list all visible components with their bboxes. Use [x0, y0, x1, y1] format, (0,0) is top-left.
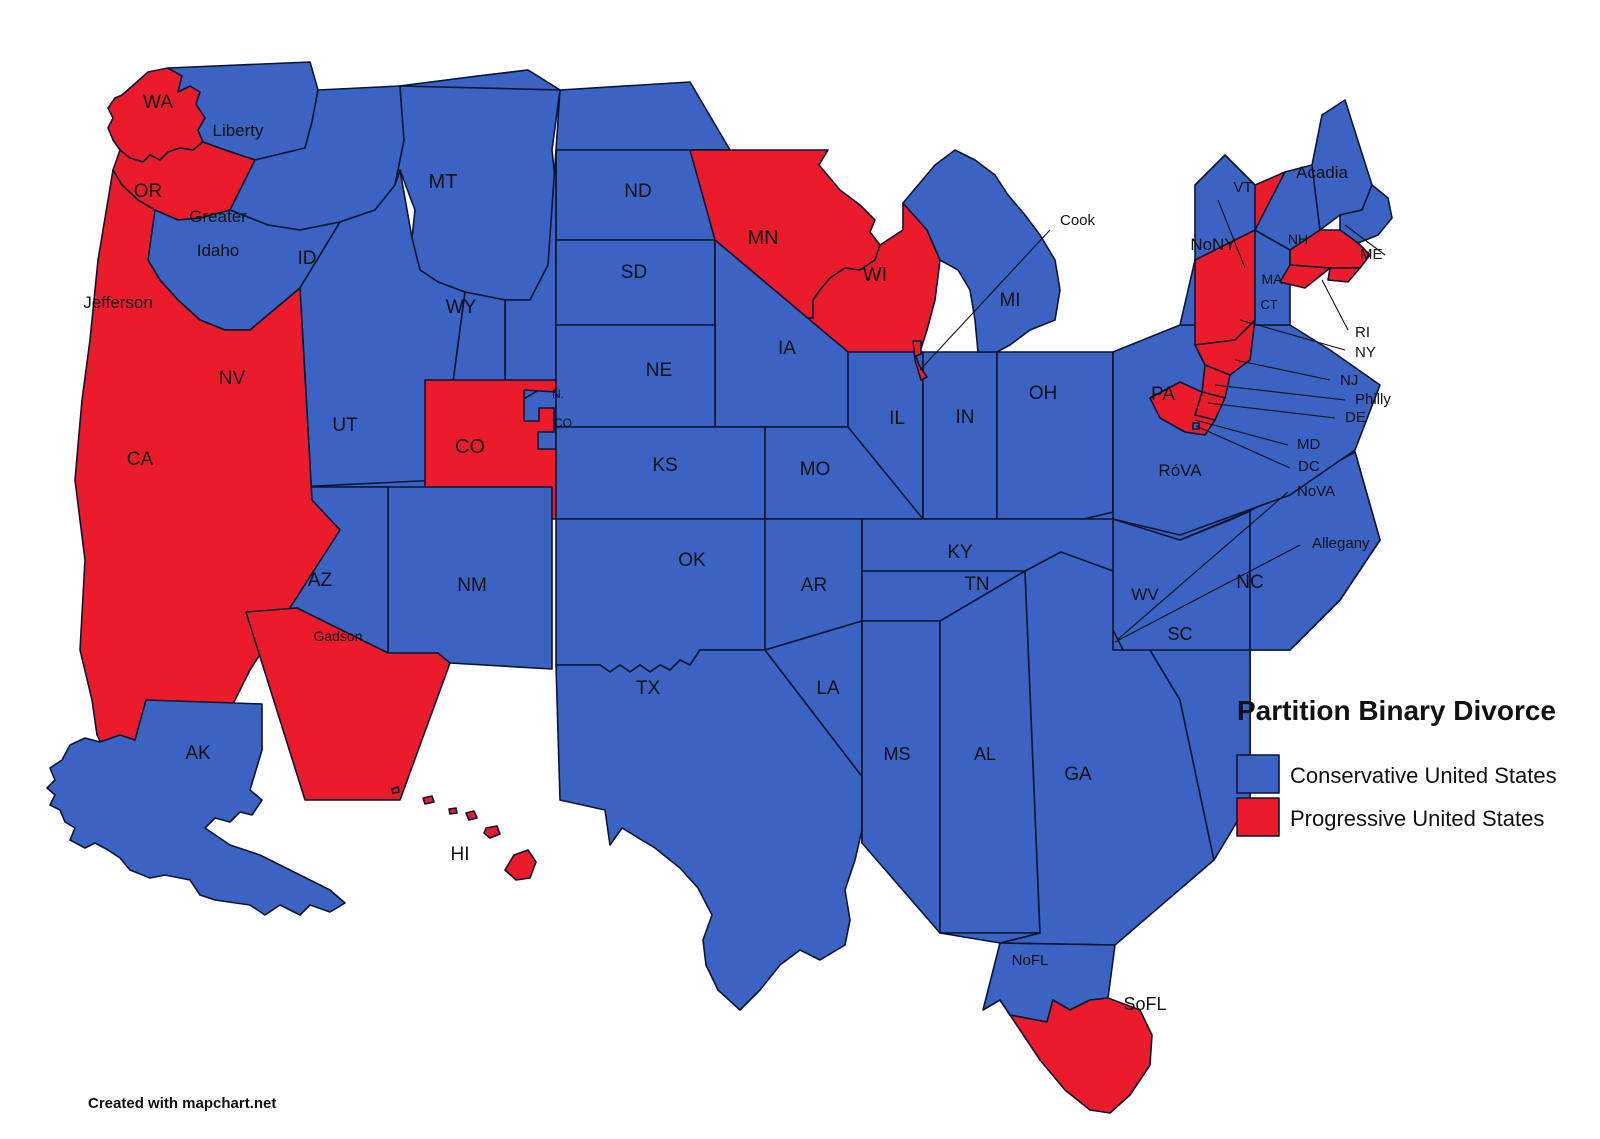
svg-text:TX: TX — [636, 678, 661, 699]
svg-text:AL: AL — [974, 744, 996, 764]
svg-text:NM: NM — [457, 575, 487, 596]
svg-text:CO: CO — [455, 436, 485, 458]
svg-text:Gadson: Gadson — [313, 628, 362, 644]
svg-text:OR: OR — [134, 181, 163, 202]
svg-text:ND: ND — [624, 181, 651, 202]
svg-text:UT: UT — [332, 415, 358, 436]
svg-text:OK: OK — [678, 550, 706, 571]
svg-text:ID: ID — [298, 248, 317, 269]
svg-text:Cook: Cook — [1060, 212, 1096, 229]
svg-text:Greater: Greater — [189, 207, 247, 226]
svg-text:MT: MT — [429, 171, 458, 193]
svg-text:SD: SD — [621, 262, 647, 283]
svg-text:MA: MA — [1262, 271, 1284, 287]
svg-text:IN: IN — [956, 407, 975, 428]
svg-text:CA: CA — [127, 449, 154, 470]
svg-text:CT: CT — [1260, 297, 1277, 312]
svg-text:WA: WA — [143, 92, 173, 113]
svg-text:RóVA: RóVA — [1158, 461, 1202, 480]
svg-text:ME: ME — [1360, 246, 1383, 263]
svg-text:SoFL: SoFL — [1123, 994, 1166, 1014]
svg-text:MS: MS — [884, 744, 911, 764]
svg-text:Created with mapchart.net: Created with mapchart.net — [88, 1095, 276, 1112]
svg-text:NoNY: NoNY — [1190, 235, 1235, 254]
svg-text:MD: MD — [1297, 436, 1320, 453]
svg-text:WV: WV — [1131, 585, 1159, 604]
svg-text:AZ: AZ — [308, 570, 333, 591]
svg-text:Idaho: Idaho — [197, 241, 240, 260]
svg-text:MI: MI — [999, 290, 1020, 311]
svg-text:SC: SC — [1167, 624, 1192, 644]
svg-text:WI: WI — [863, 264, 887, 286]
svg-text:CO: CO — [554, 416, 572, 430]
svg-text:RI: RI — [1355, 324, 1370, 341]
svg-text:TN: TN — [964, 574, 989, 595]
svg-text:MN: MN — [747, 227, 778, 249]
svg-text:LA: LA — [816, 678, 840, 699]
svg-text:Partition Binary Divorce: Partition Binary Divorce — [1237, 695, 1556, 726]
svg-text:NoFL: NoFL — [1012, 952, 1049, 969]
svg-text:WY: WY — [446, 297, 477, 318]
svg-text:NY: NY — [1355, 344, 1376, 361]
svg-text:NoVA: NoVA — [1297, 483, 1335, 500]
svg-text:N.: N. — [552, 387, 564, 401]
svg-text:KY: KY — [947, 542, 973, 563]
svg-text:AR: AR — [801, 575, 827, 596]
svg-text:NE: NE — [646, 360, 672, 381]
svg-text:Acadia: Acadia — [1296, 163, 1349, 182]
svg-text:PA: PA — [1151, 384, 1175, 405]
svg-text:DC: DC — [1298, 458, 1320, 475]
svg-text:Progressive United States: Progressive United States — [1290, 806, 1544, 831]
svg-text:HI: HI — [451, 844, 470, 865]
svg-text:Jefferson: Jefferson — [83, 293, 153, 312]
svg-text:Allegany: Allegany — [1312, 535, 1370, 552]
svg-text:GA: GA — [1064, 764, 1092, 785]
svg-text:IA: IA — [778, 338, 796, 359]
svg-text:NJ: NJ — [1340, 372, 1358, 389]
svg-text:IL: IL — [889, 408, 905, 429]
svg-text:KS: KS — [652, 455, 677, 476]
svg-text:NC: NC — [1236, 572, 1263, 593]
svg-text:AK: AK — [185, 743, 211, 764]
svg-text:VT: VT — [1233, 179, 1252, 196]
svg-text:Liberty: Liberty — [212, 121, 264, 140]
svg-text:Conservative United States: Conservative United States — [1290, 763, 1557, 788]
svg-text:MO: MO — [800, 459, 831, 480]
svg-text:DE: DE — [1345, 409, 1366, 426]
svg-text:NV: NV — [219, 368, 246, 389]
svg-text:NH: NH — [1288, 231, 1308, 247]
svg-text:OH: OH — [1029, 383, 1058, 404]
svg-text:Philly: Philly — [1355, 391, 1391, 408]
